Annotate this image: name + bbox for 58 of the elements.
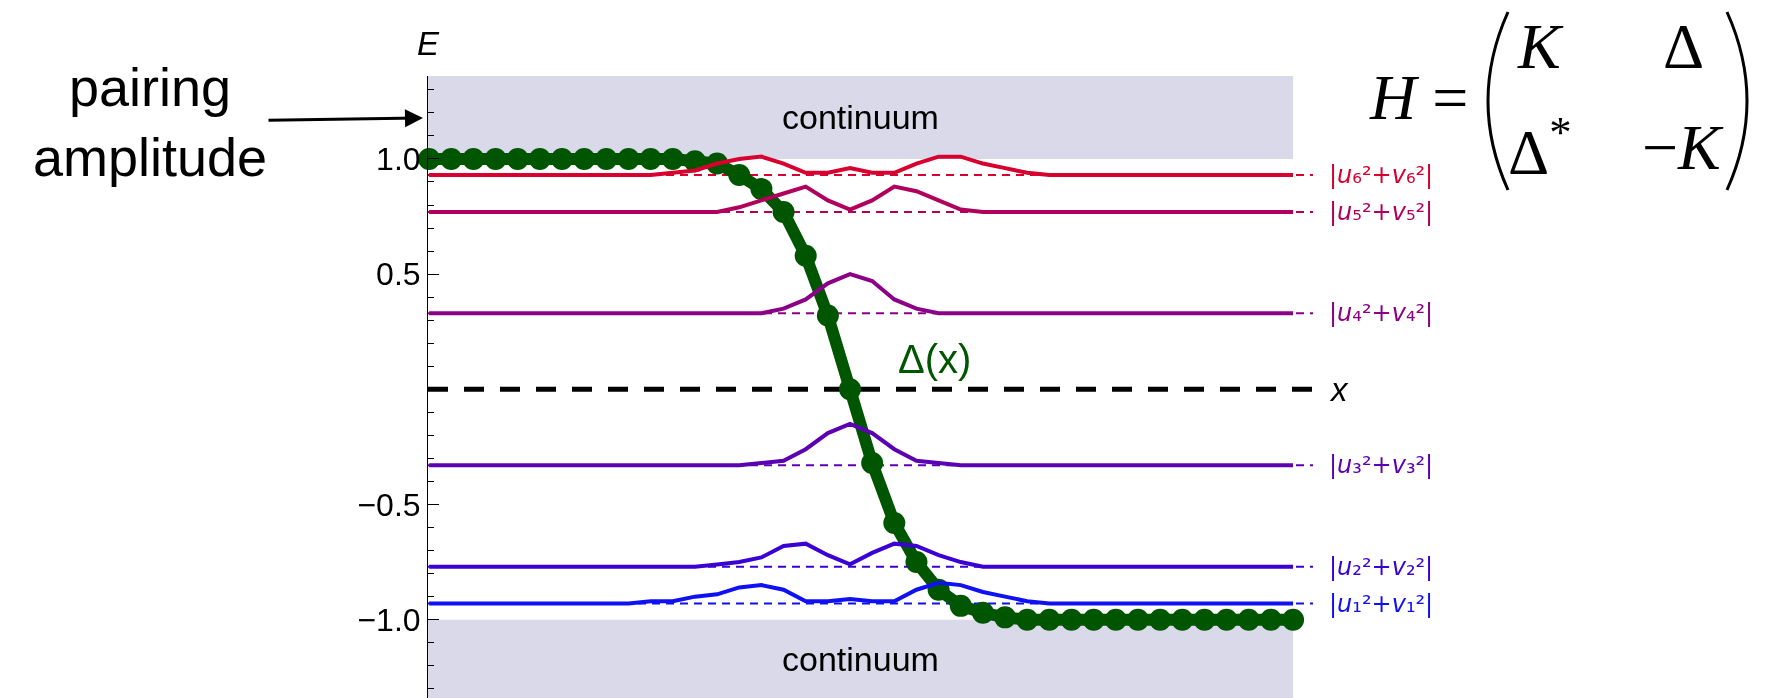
- series-label: |u₁²+v₁²|: [1329, 590, 1434, 618]
- series-label: |u₆²+v₆²|: [1329, 161, 1434, 189]
- series-label: |u₄²+v₄²|: [1329, 299, 1434, 327]
- point: [750, 177, 773, 200]
- point: [1149, 608, 1172, 631]
- point: [971, 601, 994, 624]
- y-tick-label: 0.5: [376, 256, 421, 293]
- point: [1060, 608, 1083, 631]
- point: [905, 551, 928, 574]
- point: [418, 147, 441, 170]
- point: [573, 147, 596, 170]
- point: [639, 147, 662, 170]
- point: [861, 452, 884, 475]
- band-label: continuum: [782, 640, 939, 678]
- point: [1038, 608, 1061, 631]
- point: [595, 147, 618, 170]
- point: [1215, 608, 1238, 631]
- point: [1082, 608, 1105, 631]
- band-label: continuum: [782, 98, 939, 136]
- series-label: |u₃²+v₃²|: [1329, 451, 1434, 479]
- point: [661, 147, 684, 170]
- point: [528, 147, 551, 170]
- text: pairing amplitude: [33, 57, 268, 188]
- text: Δ$^{*}$: [1508, 107, 1572, 188]
- text: −K: [1642, 112, 1725, 183]
- series-label: |u₂²+v₂²|: [1329, 553, 1434, 581]
- y-tick-label: −1.0: [357, 601, 421, 638]
- text: H =: [1369, 62, 1469, 133]
- text: Δ: [1663, 11, 1705, 82]
- point: [772, 200, 795, 223]
- point: [1282, 608, 1305, 631]
- point: [484, 147, 507, 170]
- point: [1193, 608, 1216, 631]
- series-label: Δ(x): [898, 337, 972, 381]
- point: [728, 164, 751, 187]
- point: [883, 511, 906, 534]
- text: K: [1517, 11, 1564, 82]
- point: [994, 606, 1017, 629]
- point: [617, 147, 640, 170]
- point: [1016, 608, 1039, 631]
- point: [816, 304, 839, 327]
- point: [949, 594, 972, 617]
- point: [1237, 608, 1260, 631]
- y-axis-title: E: [417, 25, 440, 62]
- series-label: |u₅²+v₅²|: [1329, 198, 1434, 226]
- point: [462, 147, 485, 170]
- point: [1127, 608, 1149, 631]
- point: [1171, 608, 1194, 631]
- point: [1104, 608, 1127, 631]
- y-tick-label: 1.0: [376, 141, 421, 178]
- point: [551, 147, 574, 170]
- point: [440, 147, 463, 170]
- point: [1259, 608, 1282, 631]
- point: [839, 378, 862, 401]
- y-tick-label: −0.5: [357, 486, 421, 523]
- point: [506, 147, 529, 170]
- point: [794, 244, 817, 267]
- x-axis-title: x: [1329, 371, 1349, 408]
